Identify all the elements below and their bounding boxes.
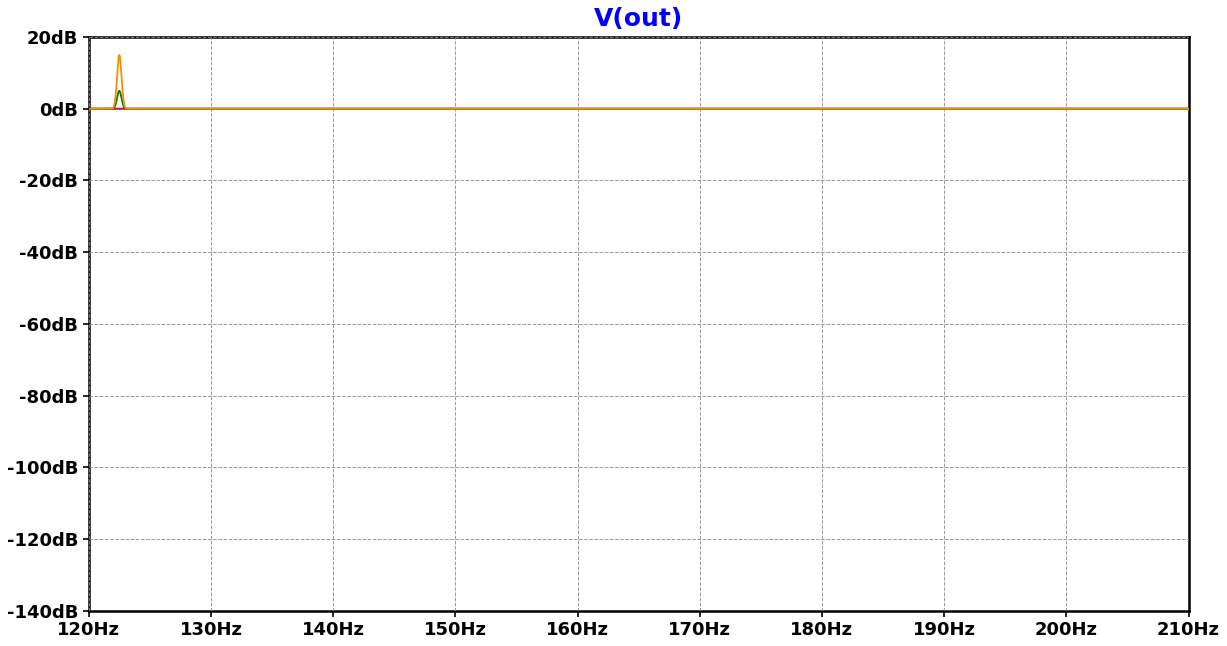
Title: V(out): V(out) (594, 7, 683, 31)
